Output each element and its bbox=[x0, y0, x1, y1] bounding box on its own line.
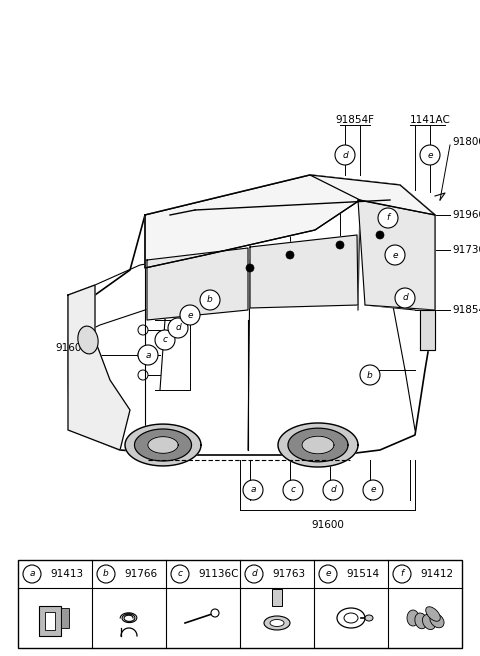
Polygon shape bbox=[148, 437, 178, 453]
Text: 91766: 91766 bbox=[124, 569, 157, 579]
Circle shape bbox=[385, 245, 405, 265]
Text: 91854F: 91854F bbox=[336, 115, 374, 125]
Circle shape bbox=[395, 288, 415, 308]
Circle shape bbox=[168, 318, 188, 338]
Text: f: f bbox=[386, 213, 390, 222]
Bar bbox=[45, 612, 55, 630]
Polygon shape bbox=[134, 429, 192, 461]
Text: e: e bbox=[325, 569, 331, 579]
Circle shape bbox=[378, 208, 398, 228]
Text: b: b bbox=[207, 295, 213, 304]
Polygon shape bbox=[68, 175, 435, 455]
Ellipse shape bbox=[264, 616, 290, 630]
Ellipse shape bbox=[270, 619, 284, 626]
Circle shape bbox=[363, 480, 383, 500]
Ellipse shape bbox=[430, 613, 444, 628]
Ellipse shape bbox=[407, 610, 419, 626]
Text: a: a bbox=[250, 485, 256, 495]
Circle shape bbox=[200, 290, 220, 310]
Text: b: b bbox=[367, 371, 373, 380]
Bar bbox=[39, 606, 61, 636]
Circle shape bbox=[286, 251, 294, 259]
Text: b: b bbox=[103, 569, 109, 579]
Polygon shape bbox=[147, 248, 248, 320]
Polygon shape bbox=[302, 436, 334, 454]
Ellipse shape bbox=[426, 607, 440, 621]
Text: d: d bbox=[330, 485, 336, 495]
Polygon shape bbox=[288, 428, 348, 462]
Circle shape bbox=[323, 480, 343, 500]
Circle shape bbox=[138, 345, 158, 365]
Circle shape bbox=[336, 241, 344, 249]
Text: 91412: 91412 bbox=[420, 569, 453, 579]
Text: 91514: 91514 bbox=[346, 569, 379, 579]
Polygon shape bbox=[250, 235, 358, 308]
Circle shape bbox=[420, 145, 440, 165]
Circle shape bbox=[360, 365, 380, 385]
Circle shape bbox=[376, 231, 384, 239]
Text: f: f bbox=[400, 569, 404, 579]
Bar bbox=[272, 589, 282, 606]
Polygon shape bbox=[358, 200, 435, 310]
Text: d: d bbox=[402, 293, 408, 302]
Polygon shape bbox=[68, 285, 130, 450]
Polygon shape bbox=[278, 423, 358, 467]
Text: c: c bbox=[290, 485, 296, 495]
Text: a: a bbox=[29, 569, 35, 579]
Text: e: e bbox=[187, 310, 193, 319]
Text: 91854E: 91854E bbox=[452, 305, 480, 315]
Text: d: d bbox=[251, 569, 257, 579]
Ellipse shape bbox=[337, 608, 365, 628]
Circle shape bbox=[180, 305, 200, 325]
Text: 1141AC: 1141AC bbox=[409, 115, 450, 125]
Text: 91763: 91763 bbox=[272, 569, 305, 579]
Circle shape bbox=[335, 145, 355, 165]
Circle shape bbox=[246, 264, 254, 272]
Text: 91800D: 91800D bbox=[452, 137, 480, 147]
Text: d: d bbox=[175, 323, 181, 333]
Polygon shape bbox=[145, 175, 360, 268]
Ellipse shape bbox=[365, 615, 373, 621]
Polygon shape bbox=[420, 310, 435, 350]
Text: 91136C: 91136C bbox=[198, 569, 239, 579]
Text: e: e bbox=[370, 485, 376, 495]
Text: e: e bbox=[392, 251, 398, 260]
Circle shape bbox=[155, 330, 175, 350]
Text: c: c bbox=[178, 569, 182, 579]
Bar bbox=[61, 608, 69, 628]
Text: 91413: 91413 bbox=[50, 569, 83, 579]
Circle shape bbox=[211, 609, 219, 617]
Polygon shape bbox=[145, 175, 435, 268]
Ellipse shape bbox=[415, 613, 427, 628]
Ellipse shape bbox=[422, 615, 435, 630]
Ellipse shape bbox=[78, 326, 98, 354]
Text: 91600: 91600 bbox=[312, 520, 345, 530]
Ellipse shape bbox=[344, 613, 358, 623]
Circle shape bbox=[283, 480, 303, 500]
Polygon shape bbox=[125, 424, 201, 466]
Text: a: a bbox=[145, 350, 151, 359]
Text: 91600A: 91600A bbox=[55, 343, 95, 353]
Text: 91730: 91730 bbox=[452, 245, 480, 255]
Text: d: d bbox=[342, 150, 348, 159]
Text: e: e bbox=[427, 150, 433, 159]
Circle shape bbox=[243, 480, 263, 500]
Text: 91960B: 91960B bbox=[452, 210, 480, 220]
Bar bbox=[18, 560, 462, 648]
Text: c: c bbox=[163, 335, 168, 344]
